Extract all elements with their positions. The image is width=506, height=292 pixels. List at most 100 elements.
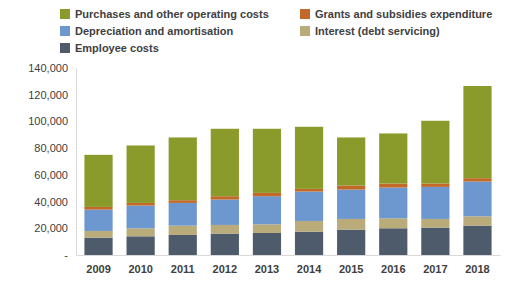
bar-segment [169, 200, 197, 203]
x-tick-label: 2011 [171, 263, 195, 275]
bar-segment [463, 216, 491, 225]
x-tick-label: 2013 [255, 263, 279, 275]
bar-segment [169, 235, 197, 255]
bar-segment [379, 184, 407, 188]
y-tick-label: 60,000 [34, 169, 68, 181]
x-tick: 2010 [128, 255, 152, 275]
legend-label: Employee costs [75, 42, 159, 54]
bar-segment [379, 228, 407, 255]
bar-segment [127, 206, 155, 229]
bar-segment [295, 232, 323, 255]
bar-segment [337, 137, 365, 185]
series [84, 226, 491, 255]
legend-item: Interest (debt servicing) [300, 25, 440, 37]
legend-swatch [300, 26, 310, 36]
plot-area: - 20,000 40,000 60,000 80,000 100,000 120,000 1… [28, 62, 500, 275]
bar-segment [421, 121, 449, 184]
y-tick: 40,000 [34, 196, 76, 208]
bar-segment [295, 192, 323, 221]
bar-segment [421, 184, 449, 187]
bar-segment [169, 203, 197, 226]
chart: - 20,000 40,000 60,000 80,000 100,000 120,000 1… [0, 0, 506, 292]
y-tick: 100,000 [28, 115, 76, 127]
x-axis: 2009 2010 2011 2012 2013 2014 2015 2016 2017 2018 [77, 255, 501, 275]
bar-segment [127, 236, 155, 255]
bar-segment [84, 155, 112, 207]
y-tick: - [64, 249, 76, 261]
bar-segment [295, 189, 323, 192]
legend-swatch [60, 43, 70, 53]
bars [84, 86, 491, 255]
bar-segment [421, 228, 449, 255]
bar-segment [463, 182, 491, 217]
bar-segment [84, 207, 112, 210]
bar-segment [379, 133, 407, 183]
y-tick-label: - [64, 249, 68, 261]
legend-label: Depreciation and amortisation [75, 25, 234, 37]
bar-segment [379, 218, 407, 228]
bar-segment [295, 221, 323, 232]
bar-segment [127, 145, 155, 202]
y-axis: - 20,000 40,000 60,000 80,000 100,000 120,000 1… [28, 62, 76, 261]
y-tick-label: 100,000 [28, 115, 68, 127]
bar-segment [337, 186, 365, 190]
bar-segment [337, 219, 365, 230]
legend-item: Employee costs [60, 42, 159, 54]
bar-segment [84, 238, 112, 255]
x-tick-label: 2010 [128, 263, 152, 275]
bar-segment [253, 196, 281, 224]
bar-segment [127, 228, 155, 236]
bar-segment [337, 230, 365, 255]
legend-item: Depreciation and amortisation [60, 25, 234, 37]
x-tick-label: 2015 [339, 263, 363, 275]
bar-segment [379, 188, 407, 219]
x-tick: 2009 [86, 255, 110, 275]
x-tick-label: 2016 [381, 263, 405, 275]
x-tick-label: 2017 [423, 263, 447, 275]
bar-segment [421, 187, 449, 219]
x-tick-label: 2018 [465, 263, 489, 275]
x-tick-label: 2012 [213, 263, 237, 275]
x-axis-line [77, 255, 501, 256]
legend-label: Interest (debt servicing) [315, 25, 440, 37]
y-tick-label: 80,000 [34, 142, 68, 154]
series [84, 86, 491, 207]
bar-segment [211, 225, 239, 234]
y-tick-label: 40,000 [34, 196, 68, 208]
bar-segment [253, 129, 281, 193]
x-tick: 2016 [381, 255, 405, 275]
x-tick: 2015 [339, 255, 363, 275]
y-tick: 60,000 [34, 169, 76, 181]
x-tick: 2014 [297, 255, 322, 275]
bar-segment [253, 224, 281, 233]
y-tick-label: 120,000 [28, 89, 68, 101]
bar-segment [211, 200, 239, 225]
y-tick-label: 140,000 [28, 62, 68, 74]
bar-segment [463, 178, 491, 181]
bar-segment [211, 129, 239, 196]
bar-segment [463, 86, 491, 178]
x-tick-label: 2009 [86, 263, 110, 275]
y-tick: 120,000 [28, 89, 76, 101]
y-axis-line [76, 69, 77, 256]
x-tick: 2012 [213, 255, 237, 275]
x-tick: 2017 [423, 255, 447, 275]
bar-segment [463, 226, 491, 255]
bar-segment [84, 231, 112, 238]
bar-segment [84, 210, 112, 231]
bar-segment [169, 226, 197, 235]
bar-segment [421, 219, 449, 228]
legend-item: Purchases and other operating costs [60, 8, 269, 20]
y-tick: 80,000 [34, 142, 76, 154]
legend-swatch [300, 9, 310, 19]
y-tick-label: 20,000 [34, 222, 68, 234]
bar-segment [253, 193, 281, 196]
y-tick: 140,000 [28, 62, 76, 74]
bar-segment [127, 203, 155, 206]
x-tick: 2018 [465, 255, 489, 275]
x-tick: 2013 [255, 255, 279, 275]
legend-swatch [60, 26, 70, 36]
y-tick: 20,000 [34, 222, 76, 234]
legend-swatch [60, 9, 70, 19]
bar-segment [295, 127, 323, 189]
